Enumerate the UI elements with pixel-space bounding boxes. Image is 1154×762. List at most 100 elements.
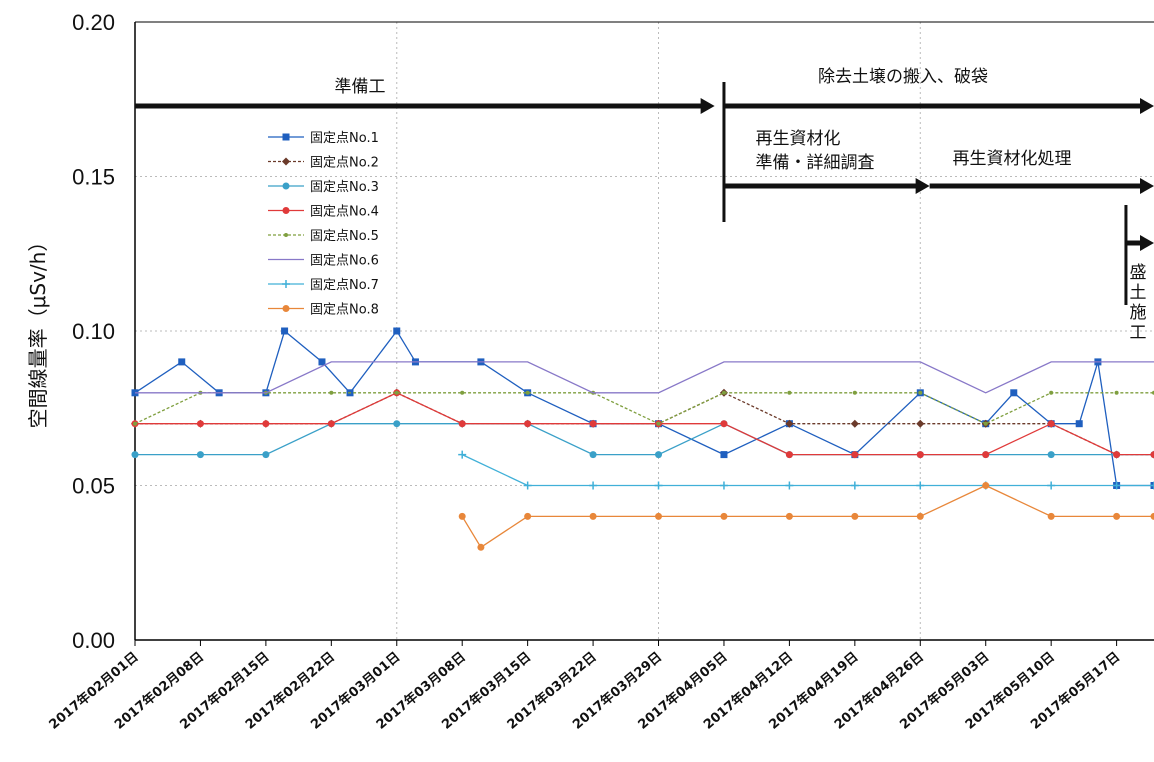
data-point: [850, 481, 859, 490]
phase-label-recycle: 再生資材化処理: [953, 149, 1072, 169]
data-point: [458, 512, 466, 520]
phase-arrow-prep: [135, 98, 715, 114]
data-point: [916, 481, 925, 490]
data-point: [178, 358, 186, 366]
legend: 固定点No.1 固定点No.2 固定点No.3 固定点No.4 固定点No.5 固定点No…: [268, 131, 379, 318]
data-point: [131, 451, 139, 459]
legend-entry-2: 固定点No.2: [268, 156, 379, 171]
series-line: [135, 392, 1154, 456]
data-point: [654, 481, 663, 490]
data-point: [1150, 512, 1154, 520]
data-point: [525, 390, 530, 395]
series-1: [131, 327, 1154, 489]
data-point: [262, 420, 270, 428]
phase-arrow-head: [1140, 98, 1154, 114]
legend-label: 固定点No.2: [310, 156, 379, 171]
data-point: [589, 451, 597, 459]
legend-label: 固定点No.3: [310, 180, 379, 195]
y-axis-label: 空間線量率（μSv/h）: [26, 232, 50, 429]
legend-marker: [282, 182, 290, 190]
legend-entry-3: 固定点No.3: [268, 180, 379, 195]
series-layer: [131, 327, 1154, 551]
data-point: [916, 419, 925, 428]
data-point: [721, 390, 726, 395]
data-point: [982, 482, 990, 489]
data-point: [916, 451, 924, 459]
data-point: [785, 481, 794, 490]
legend-marker: [282, 207, 290, 214]
data-point: [589, 512, 597, 520]
y-tick-label: 0.20: [72, 10, 115, 35]
data-point: [1047, 481, 1056, 490]
grid-lines: [135, 21, 1154, 640]
phase-arrow-recycle: [929, 178, 1154, 194]
data-point: [1113, 512, 1121, 520]
series-line: [461, 454, 1154, 487]
legend-marker: [284, 233, 288, 237]
data-point: [1047, 420, 1055, 428]
phase-arrow-delivery: [723, 98, 1154, 114]
data-point: [523, 481, 532, 490]
data-point: [1047, 451, 1055, 459]
legend-label: 固定点No.5: [310, 229, 379, 244]
data-point: [524, 512, 532, 520]
data-point: [918, 390, 923, 395]
y-tick-label: 0.00: [72, 628, 115, 653]
data-point: [852, 390, 857, 395]
data-point: [720, 420, 728, 428]
data-point: [785, 451, 793, 459]
data-point: [982, 451, 990, 459]
data-point: [196, 451, 204, 459]
series-8: [458, 482, 1154, 551]
series-line: [135, 422, 1154, 456]
phase-label-char: 土: [1130, 283, 1147, 303]
data-point: [458, 450, 467, 459]
data-point: [1049, 390, 1054, 395]
series-line: [134, 392, 1154, 425]
data-point: [1047, 512, 1055, 520]
legend-entry-4: 固定点No.4: [268, 205, 379, 220]
data-point: [655, 512, 663, 520]
data-point: [458, 420, 466, 428]
data-point: [851, 512, 859, 520]
legend-label: 固定点No.7: [310, 278, 379, 293]
data-point: [318, 358, 326, 366]
series-3: [131, 420, 1154, 459]
phase-label-delivery: 除去土壌の搬入、破袋: [818, 67, 988, 87]
data-point: [916, 512, 924, 520]
data-point: [1150, 451, 1154, 459]
legend-label: 固定点No.1: [310, 131, 379, 146]
legend-entry-7: 固定点No.7: [268, 278, 379, 293]
phase-label-char: 盛: [1130, 263, 1147, 283]
data-point: [720, 512, 728, 520]
y-tick-label: 0.15: [72, 165, 115, 190]
data-point: [656, 421, 661, 426]
data-point: [281, 327, 289, 335]
phase-label-prep: 準備工: [335, 77, 386, 97]
phase-arrow-embankment: [1125, 235, 1154, 251]
legend-entry-5: 固定点No.5: [268, 229, 379, 244]
legend-entry-1: 固定点No.1: [268, 131, 379, 146]
data-point: [394, 390, 399, 395]
data-point: [1113, 451, 1121, 459]
legend-entry-6: 固定点No.6: [268, 254, 379, 269]
phase-label-embankment: 盛土施工: [1130, 263, 1147, 343]
phase-arrow-recycle-prep: [723, 178, 930, 194]
legend-marker: [282, 305, 290, 312]
legend-label: 固定点No.4: [310, 205, 379, 220]
data-point: [1114, 390, 1119, 395]
data-point: [1150, 481, 1154, 490]
data-point: [1010, 389, 1018, 397]
data-point: [719, 481, 728, 490]
series-4: [131, 389, 1154, 459]
data-point: [785, 512, 793, 520]
data-point: [720, 451, 728, 459]
legend-marker: [282, 157, 290, 166]
data-point: [850, 419, 859, 428]
phase-arrow-head: [700, 98, 715, 114]
phase-arrow-head: [915, 178, 930, 194]
data-point: [327, 420, 335, 428]
legend-label: 固定点No.8: [310, 303, 379, 318]
legend-marker: [282, 133, 290, 141]
